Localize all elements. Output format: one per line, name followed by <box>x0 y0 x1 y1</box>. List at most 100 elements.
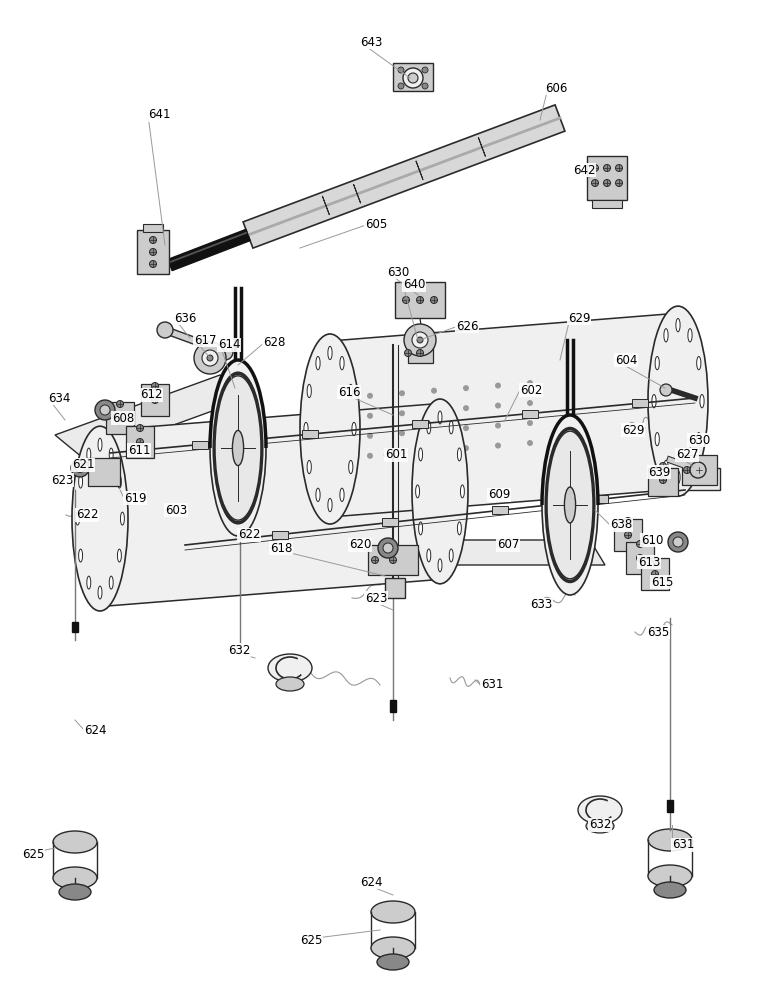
Text: 607: 607 <box>497 538 519 552</box>
Ellipse shape <box>79 549 83 562</box>
Ellipse shape <box>427 421 431 434</box>
Text: 643: 643 <box>360 35 382 48</box>
Circle shape <box>404 350 412 357</box>
Bar <box>393 63 433 91</box>
Polygon shape <box>72 622 78 632</box>
Bar <box>106 402 134 434</box>
Ellipse shape <box>98 586 102 599</box>
Circle shape <box>625 518 631 524</box>
Ellipse shape <box>352 422 356 436</box>
Text: 617: 617 <box>194 334 217 347</box>
Circle shape <box>637 554 643 562</box>
Circle shape <box>527 380 533 386</box>
Ellipse shape <box>53 831 97 853</box>
Text: 619: 619 <box>124 491 147 504</box>
Polygon shape <box>243 105 565 248</box>
Bar <box>626 542 654 574</box>
Ellipse shape <box>371 901 415 923</box>
Circle shape <box>463 405 469 411</box>
Ellipse shape <box>547 428 593 582</box>
Text: 624: 624 <box>84 724 107 736</box>
Ellipse shape <box>268 654 312 682</box>
Circle shape <box>202 350 218 366</box>
Ellipse shape <box>676 318 680 332</box>
Polygon shape <box>100 403 440 607</box>
Ellipse shape <box>316 357 320 370</box>
Text: 639: 639 <box>648 466 671 479</box>
Text: 609: 609 <box>488 488 510 502</box>
Circle shape <box>149 260 157 267</box>
Text: 642: 642 <box>573 163 596 176</box>
Ellipse shape <box>664 329 668 342</box>
Text: 632: 632 <box>228 644 251 656</box>
Bar <box>143 224 163 232</box>
Text: 601: 601 <box>385 448 407 462</box>
Ellipse shape <box>349 384 353 398</box>
Circle shape <box>463 425 469 431</box>
Polygon shape <box>55 375 248 458</box>
Circle shape <box>398 83 404 89</box>
Circle shape <box>431 428 437 434</box>
Polygon shape <box>632 399 648 407</box>
Circle shape <box>76 464 85 473</box>
Text: 630: 630 <box>387 265 410 278</box>
Circle shape <box>416 296 423 304</box>
Bar <box>368 545 418 575</box>
Ellipse shape <box>654 882 686 898</box>
Circle shape <box>390 556 397 564</box>
Polygon shape <box>620 468 720 490</box>
Polygon shape <box>382 518 398 526</box>
Ellipse shape <box>676 471 680 484</box>
Bar <box>648 468 678 496</box>
Text: 602: 602 <box>520 383 542 396</box>
Ellipse shape <box>457 448 461 461</box>
Circle shape <box>684 466 690 474</box>
Text: 635: 635 <box>647 626 669 639</box>
Text: 633: 633 <box>530 598 553 611</box>
Bar <box>408 345 433 363</box>
Circle shape <box>696 466 702 474</box>
Text: 603: 603 <box>165 504 187 516</box>
Ellipse shape <box>117 549 121 562</box>
Bar <box>137 230 169 274</box>
Ellipse shape <box>668 532 688 552</box>
Ellipse shape <box>194 342 226 374</box>
Ellipse shape <box>648 306 708 496</box>
Text: 625: 625 <box>300 934 322 946</box>
Ellipse shape <box>349 460 353 474</box>
Polygon shape <box>302 430 318 438</box>
Ellipse shape <box>76 512 79 525</box>
Text: 636: 636 <box>174 312 196 324</box>
Circle shape <box>367 453 373 459</box>
Polygon shape <box>492 506 508 514</box>
Circle shape <box>615 164 622 172</box>
Polygon shape <box>354 184 360 203</box>
Text: 606: 606 <box>545 82 568 95</box>
Circle shape <box>399 430 405 436</box>
Polygon shape <box>416 161 423 180</box>
Ellipse shape <box>87 576 91 589</box>
Ellipse shape <box>109 448 113 461</box>
Ellipse shape <box>316 488 320 501</box>
Ellipse shape <box>98 438 102 451</box>
Circle shape <box>659 477 666 484</box>
Ellipse shape <box>655 433 659 446</box>
Bar <box>614 519 642 551</box>
Ellipse shape <box>120 512 124 525</box>
Ellipse shape <box>449 549 453 562</box>
Ellipse shape <box>109 576 113 589</box>
Ellipse shape <box>210 360 266 536</box>
Ellipse shape <box>340 488 344 501</box>
Circle shape <box>149 248 157 255</box>
Circle shape <box>157 322 173 338</box>
Ellipse shape <box>688 329 692 342</box>
Ellipse shape <box>276 677 304 691</box>
Circle shape <box>591 164 599 172</box>
Circle shape <box>431 448 437 454</box>
Circle shape <box>463 445 469 451</box>
Circle shape <box>615 180 622 186</box>
Polygon shape <box>667 800 673 812</box>
Circle shape <box>527 440 533 446</box>
Ellipse shape <box>652 395 656 408</box>
Circle shape <box>151 382 158 389</box>
